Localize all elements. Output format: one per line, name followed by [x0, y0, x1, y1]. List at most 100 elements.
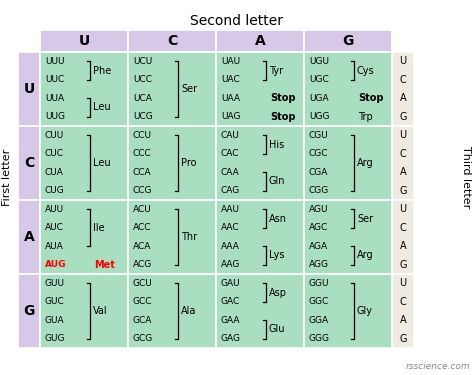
Text: Leu: Leu	[93, 102, 110, 112]
Text: G: G	[399, 334, 407, 344]
Bar	[304, 200, 392, 274]
Text: Thr: Thr	[181, 232, 197, 242]
Text: AGU: AGU	[309, 205, 328, 214]
Text: CUC: CUC	[45, 149, 64, 158]
Text: G: G	[23, 304, 35, 318]
Bar	[304, 52, 392, 126]
Text: U: U	[400, 204, 407, 214]
Text: U: U	[78, 34, 90, 48]
Text: Gln: Gln	[269, 177, 285, 186]
Text: C: C	[400, 75, 406, 85]
Text: Ser: Ser	[357, 213, 373, 223]
Bar	[392, 52, 414, 126]
Text: AGA: AGA	[309, 242, 328, 251]
Text: CCC: CCC	[133, 149, 152, 158]
Text: Ile: Ile	[93, 223, 105, 233]
Text: Ala: Ala	[181, 306, 196, 316]
Bar	[128, 52, 216, 126]
Text: A: A	[400, 241, 406, 251]
Bar	[304, 126, 392, 200]
Text: C: C	[24, 156, 34, 170]
Text: Gly: Gly	[357, 306, 373, 316]
Text: UCC: UCC	[133, 75, 152, 84]
Text: UGG: UGG	[309, 112, 329, 121]
Text: A: A	[255, 34, 265, 48]
Bar	[128, 126, 216, 200]
Text: GGG: GGG	[309, 334, 330, 343]
Text: UGC: UGC	[309, 75, 329, 84]
Text: Pro: Pro	[181, 158, 197, 168]
Text: AAU: AAU	[221, 205, 240, 214]
Text: G: G	[399, 112, 407, 122]
Text: UUU: UUU	[45, 57, 64, 66]
Text: rsscience.com: rsscience.com	[405, 362, 470, 371]
Text: Ser: Ser	[181, 84, 197, 94]
Text: U: U	[400, 130, 407, 140]
Text: GCC: GCC	[133, 297, 153, 306]
Text: UUA: UUA	[45, 94, 64, 103]
Text: UCG: UCG	[133, 112, 153, 121]
Bar	[128, 200, 216, 274]
Text: U: U	[400, 278, 407, 288]
Bar	[18, 274, 40, 348]
Text: AUC: AUC	[45, 223, 64, 232]
Text: Met: Met	[94, 260, 115, 270]
Text: GUC: GUC	[45, 297, 65, 306]
Text: AAA: AAA	[221, 242, 240, 251]
Text: CCG: CCG	[133, 186, 153, 195]
Text: AAC: AAC	[221, 223, 240, 232]
Text: G: G	[342, 34, 354, 48]
Text: CAU: CAU	[221, 131, 240, 140]
Text: CUA: CUA	[45, 168, 64, 177]
Text: A: A	[400, 93, 406, 103]
Text: C: C	[400, 223, 406, 233]
Bar	[40, 274, 128, 348]
Bar	[216, 274, 304, 348]
Text: CAA: CAA	[221, 168, 240, 177]
Text: Arg: Arg	[357, 251, 374, 261]
Text: GCG: GCG	[133, 334, 153, 343]
Text: ACC: ACC	[133, 223, 152, 232]
Text: Second letter: Second letter	[191, 14, 283, 28]
Text: Lys: Lys	[269, 251, 284, 261]
Text: GAA: GAA	[221, 316, 240, 325]
Text: GGC: GGC	[309, 297, 329, 306]
Text: C: C	[167, 34, 177, 48]
Bar	[216, 52, 304, 126]
Bar	[216, 126, 304, 200]
Text: G: G	[399, 260, 407, 270]
Text: U: U	[23, 82, 35, 96]
Text: CAG: CAG	[221, 186, 240, 195]
Text: GGA: GGA	[309, 316, 329, 325]
Text: UGU: UGU	[309, 57, 329, 66]
Text: CUG: CUG	[45, 186, 65, 195]
Text: Stop: Stop	[358, 93, 383, 103]
Text: AAG: AAG	[221, 260, 240, 269]
Bar	[392, 126, 414, 200]
Bar	[392, 274, 414, 348]
Bar	[18, 126, 40, 200]
Text: Stop: Stop	[270, 112, 295, 122]
Text: UUG: UUG	[45, 112, 65, 121]
Text: Val: Val	[93, 306, 108, 316]
Bar	[18, 200, 40, 274]
Text: GUU: GUU	[45, 279, 65, 288]
Text: UAG: UAG	[221, 112, 240, 121]
Text: UAA: UAA	[221, 94, 240, 103]
Bar	[128, 274, 216, 348]
Text: AUG: AUG	[45, 260, 66, 269]
Bar	[304, 30, 392, 52]
Text: U: U	[400, 56, 407, 66]
Bar	[40, 52, 128, 126]
Text: AUA: AUA	[45, 242, 64, 251]
Text: A: A	[400, 167, 406, 177]
Text: CGG: CGG	[309, 186, 329, 195]
Text: CGU: CGU	[309, 131, 329, 140]
Text: AGC: AGC	[309, 223, 328, 232]
Text: CGC: CGC	[309, 149, 328, 158]
Text: Phe: Phe	[93, 66, 111, 75]
Bar	[128, 30, 216, 52]
Text: ACU: ACU	[133, 205, 152, 214]
Text: GAU: GAU	[221, 279, 241, 288]
Text: Tyr: Tyr	[269, 66, 283, 75]
